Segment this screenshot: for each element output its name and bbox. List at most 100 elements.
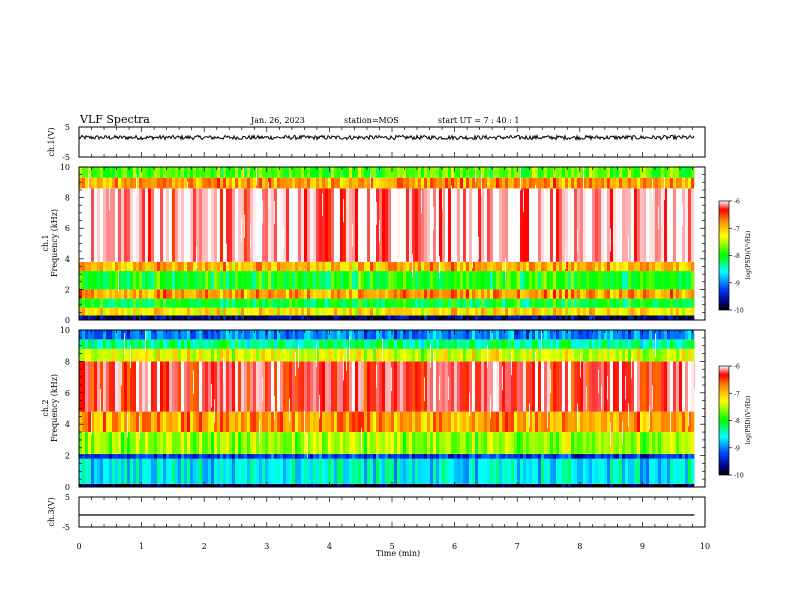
spectrogram-cell <box>613 458 617 484</box>
spectrogram-cell <box>667 315 671 320</box>
spectrogram-cell <box>505 261 509 272</box>
spectrogram-cell <box>550 177 554 189</box>
spectrogram-streak <box>433 206 434 230</box>
spectrogram-cell <box>418 177 422 189</box>
spectrogram-cell <box>187 483 191 487</box>
spectrogram-cell <box>688 315 692 320</box>
spectrogram-cell <box>571 261 575 272</box>
spectrogram-cell <box>103 307 107 316</box>
spectrogram-cell <box>373 330 377 340</box>
spectrogram-cell <box>580 261 584 272</box>
spectrogram-cell <box>202 315 206 320</box>
spectrogram-cell <box>430 361 434 412</box>
spectrogram-cell <box>604 188 608 262</box>
spectrogram-cell <box>544 167 548 178</box>
spectrogram-cell <box>691 330 695 340</box>
spectrogram-cell <box>136 411 140 432</box>
spectrogram-cell <box>226 454 230 459</box>
spectrogram-cell <box>274 454 278 459</box>
spectrogram-streak <box>322 193 323 217</box>
spectrogram-cell <box>172 315 176 320</box>
spectrogram-cell <box>268 330 272 340</box>
spectrogram-cell <box>253 188 257 262</box>
spectrogram-cell <box>580 458 584 484</box>
spectrogram-cell <box>250 454 254 459</box>
spectrogram-cell <box>241 307 245 316</box>
spectrogram-cell <box>289 348 293 362</box>
spectrogram-cell <box>316 188 320 262</box>
spectrogram-cell <box>307 330 311 340</box>
spectrogram-cell <box>190 411 194 432</box>
spectrogram-cell <box>142 411 146 432</box>
spectrogram-cell <box>238 271 242 290</box>
spectrogram-cell <box>349 315 353 320</box>
spectrogram-cell <box>322 348 326 362</box>
spectrogram-cell <box>79 432 83 455</box>
spectrogram-cell <box>304 339 308 349</box>
spectrogram-cell <box>586 298 590 308</box>
spectrogram-cell <box>451 307 455 316</box>
spectrogram-cell <box>508 307 512 316</box>
spectrogram-cell <box>118 432 122 455</box>
spectrogram-cell <box>457 330 461 340</box>
spectrogram-cell <box>226 361 230 412</box>
spectrogram-cell <box>160 330 164 340</box>
freq-tick-label: 8 <box>65 357 70 366</box>
spectrogram-cell <box>421 261 425 272</box>
spectrogram-cell <box>433 307 437 316</box>
spectrogram-cell <box>157 330 161 340</box>
spectrogram-cell <box>568 261 572 272</box>
ch1-spec-ylabel-top: ch.1 <box>41 234 50 251</box>
spectrogram-cell <box>97 167 101 178</box>
spectrogram-cell <box>355 289 359 299</box>
spectrogram-cell <box>397 289 401 299</box>
spectrogram-cell <box>433 261 437 272</box>
spectrogram-cell <box>514 315 518 320</box>
spectrogram-cell <box>136 271 140 290</box>
spectrogram-cell <box>685 330 689 340</box>
spectrogram-cell <box>667 339 671 349</box>
spectrogram-cell <box>430 458 434 484</box>
spectrogram-cell <box>154 348 158 362</box>
spectrogram-cell <box>508 432 512 455</box>
spectrogram-cell <box>652 432 656 455</box>
spectrogram-cell <box>205 271 209 290</box>
spectrogram-cell <box>262 330 266 340</box>
spectrogram-cell <box>148 289 152 299</box>
colorbar-tick-label: -9 <box>734 445 740 452</box>
spectrogram-cell <box>142 167 146 178</box>
spectrogram-cell <box>400 411 404 432</box>
spectrogram-cell <box>634 432 638 455</box>
spectrogram-cell <box>184 315 188 320</box>
spectrogram-cell <box>316 177 320 189</box>
spectrogram-cell <box>574 454 578 459</box>
spectrogram-cell <box>673 271 677 290</box>
spectrogram-cell <box>400 348 404 362</box>
spectrogram-cell <box>589 307 593 316</box>
spectrogram-cell <box>472 339 476 349</box>
spectrogram-cell <box>604 177 608 189</box>
spectrogram-cell <box>220 298 224 308</box>
spectrogram-cell <box>196 361 200 412</box>
spectrogram-cell <box>340 271 344 290</box>
spectrogram-cell <box>268 177 272 189</box>
spectrogram-cell <box>559 454 563 459</box>
spectrogram-cell <box>190 298 194 308</box>
spectrogram-cell <box>565 261 569 272</box>
spectrogram-cell <box>685 432 689 455</box>
spectrogram-cell <box>235 454 239 459</box>
spectrogram-cell <box>661 454 665 459</box>
spectrogram-cell <box>352 361 356 412</box>
spectrogram-cell <box>595 432 599 455</box>
spectrogram-cell <box>283 454 287 459</box>
spectrogram-cell <box>343 315 347 320</box>
spectrogram-cell <box>619 454 623 459</box>
spectrogram-cell <box>175 298 179 308</box>
spectrogram-cell <box>346 483 350 487</box>
spectrogram-cell <box>550 188 554 262</box>
spectrogram-cell <box>469 315 473 320</box>
spectrogram-cell <box>484 458 488 484</box>
spectrogram-streak <box>439 376 440 400</box>
spectrogram-cell <box>460 361 464 412</box>
spectrogram-cell <box>439 271 443 290</box>
